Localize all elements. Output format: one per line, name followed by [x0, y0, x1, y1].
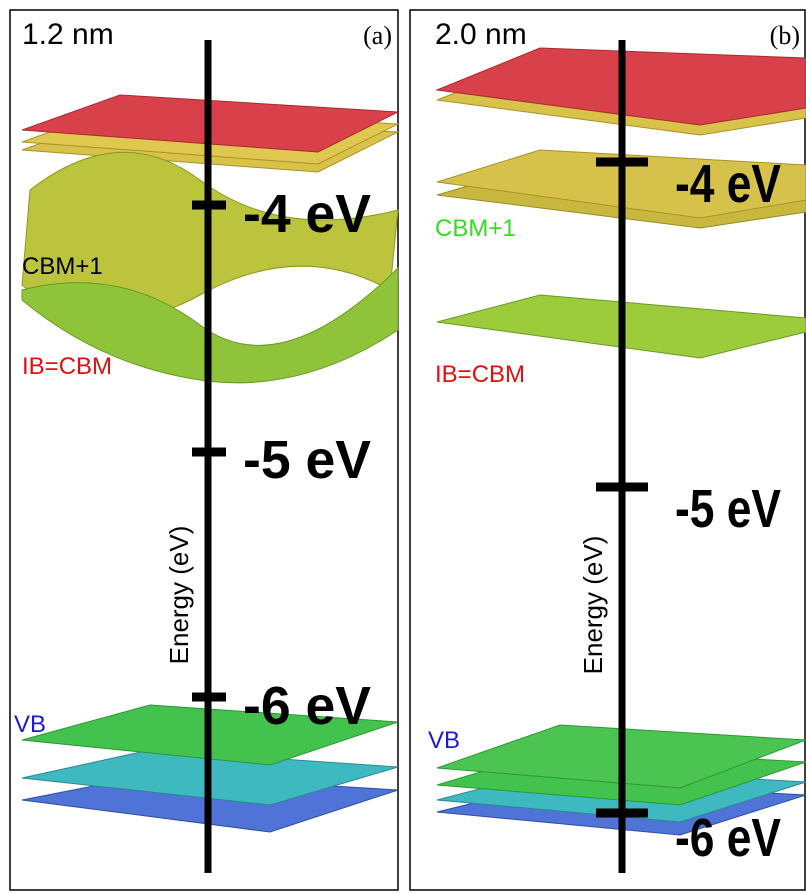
- band-label: IB=CBM: [22, 353, 112, 380]
- tick-label: -5 eV: [243, 430, 371, 490]
- panel-size: 2.0 nm: [435, 18, 527, 51]
- page: {"panels": [ {"size": "1.2 nm", "letter"…: [0, 0, 806, 894]
- tick-label: -4 eV: [675, 154, 781, 214]
- band-label: CBM+1: [22, 253, 103, 280]
- panel-a: 1.2 nm (a) -4 eV -5 eV -6 eV CBM+1 IB=CB…: [10, 10, 398, 890]
- tick-label: -4 eV: [243, 184, 371, 244]
- panel-size: 1.2 nm: [22, 18, 114, 51]
- band-label: IB=CBM: [435, 361, 525, 388]
- axis-label: Energy (eV): [578, 536, 608, 675]
- panel-letter: (a): [363, 21, 392, 50]
- tick-label: -5 eV: [675, 479, 781, 539]
- band-label: CBM+1: [435, 215, 516, 242]
- tick-label: -6 eV: [243, 676, 371, 736]
- panel-letter: (b): [770, 21, 800, 50]
- tick-label: -6 eV: [675, 808, 781, 868]
- band-label: VB: [14, 711, 46, 738]
- figure: 1.2 nm (a) -4 eV -5 eV -6 eV CBM+1 IB=CB…: [0, 0, 806, 894]
- axis-label: Energy (eV): [164, 526, 194, 665]
- band-label: VB: [428, 727, 460, 754]
- panel-b: 2.0 nm (b) -4 eV -5 eV -6 eV CBM+1 IB=CB…: [410, 10, 806, 890]
